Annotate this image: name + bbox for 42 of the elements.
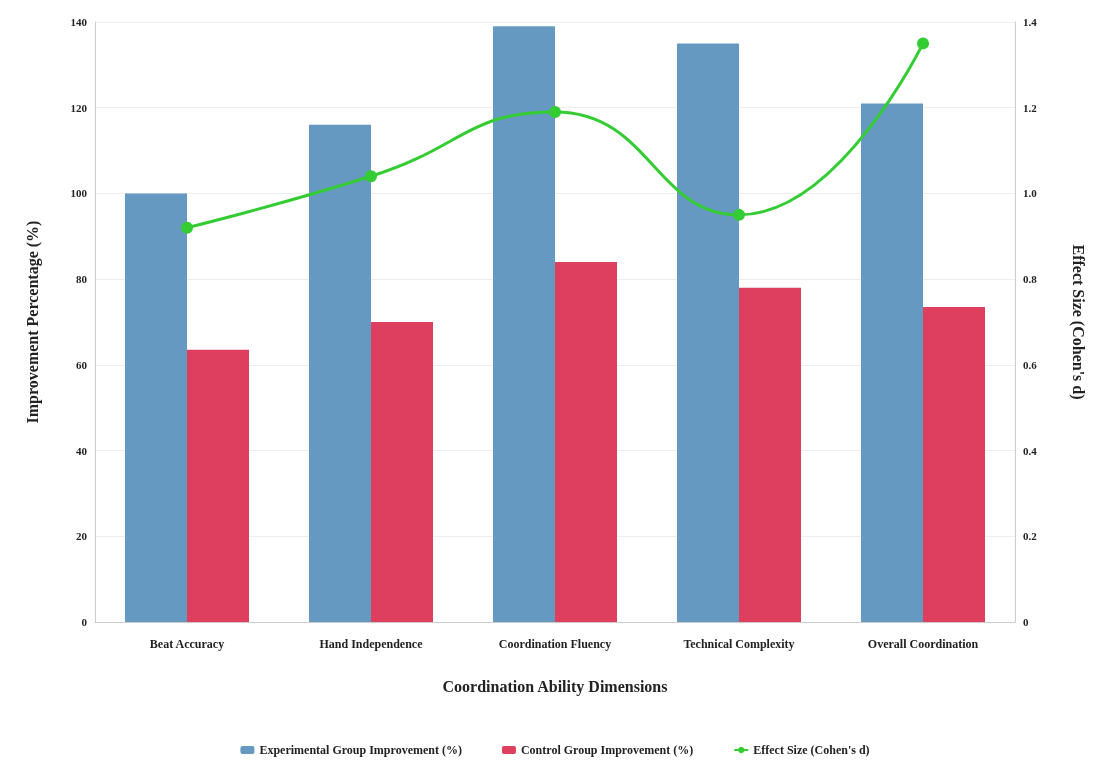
y2-tick-label: 0.8 (1023, 273, 1038, 286)
legend-label: Experimental Group Improvement (%) (259, 743, 462, 757)
y2-tick-label: 0.6 (1023, 358, 1038, 371)
legend-label: Effect Size (Cohen's d) (753, 743, 870, 757)
y-tick-label: 60 (76, 358, 88, 371)
point (549, 106, 561, 118)
bar (187, 349, 249, 622)
x-tick-label: Overall Coordination (867, 637, 979, 651)
y2-tick-label: 0.2 (1023, 530, 1038, 543)
y2-tick-label: 0 (1023, 616, 1029, 628)
y2-tick-label: 1.0 (1023, 187, 1038, 200)
x-tick-label: Technical Complexity (683, 637, 795, 651)
bar (493, 26, 555, 622)
y-tick-label: 40 (76, 444, 88, 457)
bar (309, 124, 371, 622)
x-axis-title: Coordination Ability Dimensions (442, 677, 668, 696)
legend-label: Control Group Improvement (%) (520, 743, 694, 757)
y-axis-title: Improvement Percentage (%) (23, 220, 42, 424)
x-tick-label: Beat Accuracy (149, 637, 225, 651)
y2-axis-title: Effect Size (Cohen's d) (1068, 244, 1087, 400)
y-tick-label: 140 (70, 16, 88, 28)
y2-tick-label: 1.2 (1023, 101, 1038, 114)
y-tick-label: 120 (70, 101, 88, 114)
bar (555, 262, 617, 622)
bar (125, 193, 187, 622)
y2-tick-label: 1.4 (1023, 16, 1038, 28)
bar (677, 43, 739, 622)
y-tick-label: 0 (81, 616, 88, 628)
point (733, 208, 745, 221)
bar (739, 287, 801, 622)
x-tick-label: Coordination Fluency (498, 637, 612, 651)
bar (861, 103, 923, 622)
bar (371, 322, 433, 622)
point (181, 221, 193, 234)
y-tick-label: 100 (70, 187, 88, 200)
y-tick-label: 80 (76, 273, 88, 286)
y-tick-label: 20 (76, 530, 88, 543)
point (365, 170, 377, 183)
point (917, 37, 929, 50)
bar (923, 307, 985, 622)
y2-tick-label: 0.4 (1023, 444, 1038, 457)
x-tick-label: Hand Independence (319, 637, 424, 651)
